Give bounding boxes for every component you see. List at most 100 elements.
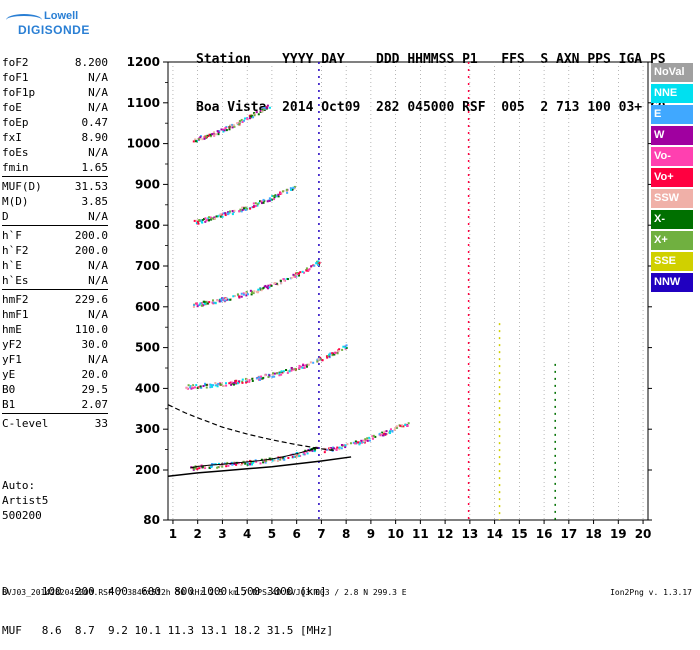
echo-point: [250, 292, 253, 295]
param-row: D N/A: [2, 209, 108, 224]
echo-point: [311, 449, 314, 452]
legend-item: NoVal: [651, 63, 693, 82]
echo-point: [389, 432, 392, 435]
echo-point: [352, 441, 355, 444]
echo-point: [209, 135, 212, 138]
param-label: hmE: [2, 323, 22, 336]
echo-point: [241, 381, 244, 384]
echo-point: [281, 190, 284, 193]
echo-point: [262, 287, 265, 290]
echo-point: [220, 382, 223, 385]
echo-point: [210, 217, 213, 220]
echo-point: [211, 385, 214, 388]
echo-point: [241, 380, 244, 383]
echo-point: [279, 192, 282, 195]
echo-point: [208, 301, 211, 304]
y-tick-label: 700: [135, 259, 160, 273]
echo-point: [196, 387, 199, 390]
echo-point: [200, 386, 203, 389]
echo-point: [259, 110, 262, 113]
echo-point: [317, 263, 320, 266]
echo-point: [204, 220, 207, 223]
y-tick-label: 80: [143, 513, 160, 527]
param-row: M(D) 3.85: [2, 194, 108, 209]
echo-point: [231, 210, 234, 213]
param-row: foE N/A: [2, 100, 108, 115]
param-label: h`Es: [2, 274, 29, 287]
echo-point: [368, 436, 371, 439]
echo-point: [220, 128, 223, 131]
y-tick-label: 300: [135, 422, 160, 436]
echo-point: [328, 353, 331, 356]
param-label: yE: [2, 368, 16, 381]
echo-point: [287, 456, 290, 459]
echo-point: [301, 270, 304, 273]
echo-point: [279, 279, 282, 282]
echo-point: [189, 386, 192, 389]
echo-point: [353, 442, 356, 445]
echo-point: [256, 291, 259, 294]
echo-point: [264, 374, 267, 377]
echo-point: [345, 344, 348, 347]
echo-point: [196, 303, 199, 306]
echo-point: [238, 295, 241, 298]
echo-point: [226, 213, 229, 216]
param-value: N/A: [88, 86, 108, 99]
echo-point: [208, 133, 211, 136]
digisonde-logo: Lowell DIGISONDE: [6, 10, 96, 40]
echo-point: [212, 301, 215, 304]
echo-point: [344, 346, 347, 349]
echo-point: [264, 459, 267, 462]
echo-point: [298, 364, 301, 367]
echo-point: [336, 446, 339, 449]
echo-point: [246, 293, 249, 296]
echo-point: [224, 297, 227, 300]
muf-row: MUF 8.6 8.7 9.2 10.1 11.3 13.1 18.2 31.5…: [2, 624, 334, 637]
echo-point: [248, 379, 251, 382]
echo-point: [273, 459, 276, 462]
echo-point: [214, 463, 217, 466]
echo-point: [260, 458, 263, 461]
echo-point: [266, 200, 269, 203]
echo-point: [222, 130, 225, 133]
echo-point: [291, 455, 294, 458]
echo-point: [225, 129, 228, 132]
echo-point: [287, 369, 290, 372]
legend-item: E: [651, 105, 693, 124]
echo-point: [265, 106, 268, 109]
echo-point: [209, 386, 212, 389]
echo-point: [363, 441, 366, 444]
echo-point: [279, 458, 282, 461]
echo-point: [262, 201, 265, 204]
echo-point: [204, 384, 207, 387]
echo-point: [212, 132, 215, 135]
echo-point: [283, 279, 286, 282]
echo-point: [255, 377, 258, 380]
echo-point: [244, 208, 247, 211]
echo-point: [205, 135, 208, 138]
echo-point: [305, 267, 308, 270]
echo-point: [383, 430, 386, 433]
echo-point: [249, 459, 252, 462]
echo-point: [202, 135, 205, 138]
echo-point: [273, 458, 276, 461]
echo-point: [211, 301, 214, 304]
echo-point: [198, 467, 201, 470]
echo-point: [295, 455, 298, 458]
distance-row: D 100 200 400 600 800 1000 1500 3000 [km…: [2, 585, 327, 598]
echo-point: [246, 461, 249, 464]
echo-point: [256, 203, 259, 206]
echo-point: [252, 292, 255, 295]
echo-point: [216, 299, 219, 302]
echo-point: [222, 128, 225, 131]
param-label: hmF1: [2, 308, 29, 321]
param-value: N/A: [88, 308, 108, 321]
echo-point: [238, 119, 241, 122]
echo-point: [273, 196, 276, 199]
echo-point: [305, 365, 308, 368]
echo-point: [374, 435, 377, 438]
echo-point: [345, 346, 348, 349]
echo-point: [216, 215, 219, 218]
echo-point: [259, 462, 262, 465]
echo-point: [217, 382, 220, 385]
